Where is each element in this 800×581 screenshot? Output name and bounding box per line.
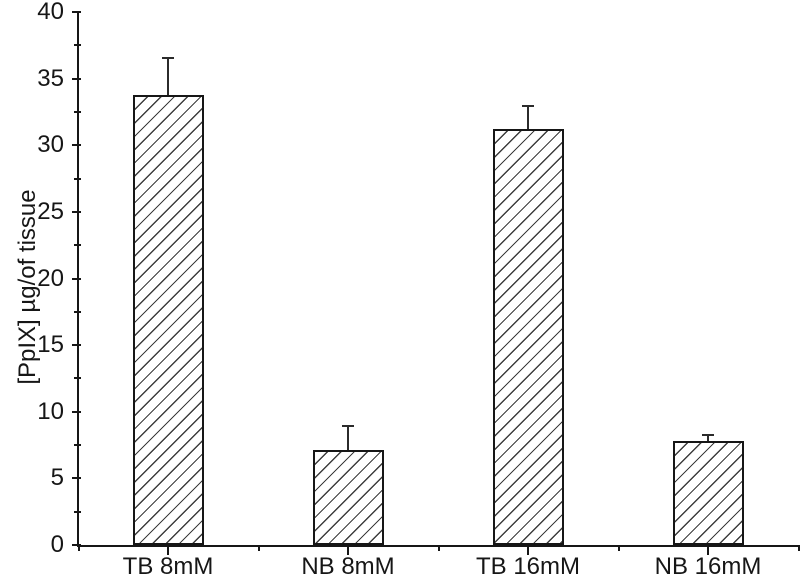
error-bar-whisker <box>167 58 169 95</box>
error-bar-cap <box>342 425 354 427</box>
y-axis-minor-tick <box>74 244 81 247</box>
x-axis-boundary-tick <box>798 545 800 551</box>
y-axis-minor-tick <box>74 177 81 180</box>
y-tick-label: 5 <box>50 464 64 492</box>
y-tick-label: 0 <box>50 531 64 558</box>
x-axis-major-tick <box>347 545 349 555</box>
bar <box>313 450 384 545</box>
y-axis-major-tick <box>72 144 81 147</box>
y-axis-major-tick <box>72 410 81 413</box>
y-tick-label: 10 <box>37 397 64 425</box>
y-axis-major-tick <box>72 11 81 13</box>
x-axis-major-tick <box>167 545 169 555</box>
y-axis-major-tick <box>72 210 81 213</box>
x-axis-boundary-tick <box>438 545 440 551</box>
y-tick-label: 30 <box>37 131 64 159</box>
x-axis-boundary-tick <box>258 545 260 551</box>
y-tick-label: 25 <box>37 197 64 225</box>
y-axis-major-tick <box>72 544 81 546</box>
plot-area <box>72 11 800 555</box>
bar <box>673 441 744 545</box>
y-axis-major-tick <box>72 277 81 280</box>
error-bar-whisker <box>347 425 349 450</box>
y-axis-major-tick <box>72 477 81 480</box>
y-axis-minor-tick <box>74 377 81 380</box>
error-bar-whisker <box>707 434 709 441</box>
y-axis-minor-tick <box>74 44 81 47</box>
x-axis-major-tick <box>527 545 529 555</box>
y-axis-major-tick <box>72 77 81 80</box>
y-tick-label: 35 <box>37 64 64 92</box>
x-axis-boundary-tick <box>78 545 80 551</box>
error-bar-cap <box>522 105 534 107</box>
error-bar-whisker <box>527 105 529 129</box>
y-axis-minor-tick <box>74 110 81 113</box>
error-bar-cap <box>702 434 714 436</box>
y-tick-label: 20 <box>37 264 64 292</box>
x-category-label: NB 8mM <box>301 553 395 580</box>
y-tick-label: 40 <box>37 0 64 25</box>
error-bar-cap <box>162 57 174 59</box>
y-axis-minor-tick <box>74 444 81 447</box>
x-category-label: TB 16mM <box>475 553 580 580</box>
y-tick-label: 15 <box>37 331 64 359</box>
bar <box>493 129 564 545</box>
x-category-label: NB 16mM <box>654 553 762 580</box>
y-axis-major-tick <box>72 344 81 347</box>
y-axis-minor-tick <box>74 310 81 313</box>
x-axis-major-tick <box>707 545 709 555</box>
x-axis-boundary-tick <box>618 545 620 551</box>
y-axis-minor-tick <box>74 510 81 513</box>
x-category-label: TB 8mM <box>122 553 214 580</box>
bar <box>133 95 204 545</box>
